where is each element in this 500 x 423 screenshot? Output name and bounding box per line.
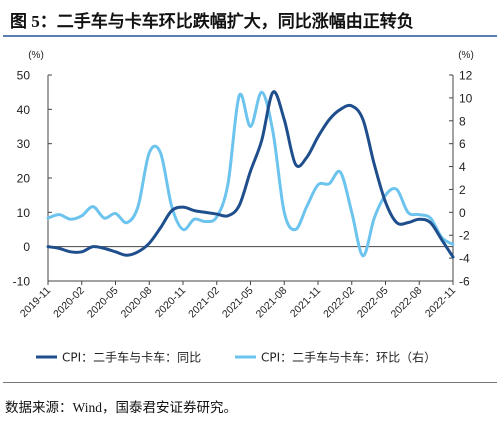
title-rule xyxy=(3,35,497,37)
left-tick-label: 30 xyxy=(17,137,31,151)
x-tick-label: 2020-08 xyxy=(119,285,155,321)
left-axis-unit: (%) xyxy=(28,50,44,61)
x-tick-label: 2021-02 xyxy=(186,285,222,321)
x-tick-label: 2019-11 xyxy=(18,285,53,320)
left-tick-label: -10 xyxy=(13,275,31,289)
left-tick-label: 10 xyxy=(17,206,31,220)
x-tick-label: 2022-08 xyxy=(389,285,425,321)
right-tick-label: 4 xyxy=(459,160,466,174)
right-tick-label: 10 xyxy=(459,91,473,105)
series-line-yoy xyxy=(46,90,455,259)
right-tick-label: -4 xyxy=(459,252,470,266)
left-tick-label: 20 xyxy=(17,172,31,186)
right-tick-label: -2 xyxy=(459,229,470,243)
x-tick-label: 2022-02 xyxy=(321,285,357,321)
figure-title: 图 5：二手车与卡车环比跌幅扩大，同比涨幅由正转负 xyxy=(10,12,414,31)
left-tick-label: 50 xyxy=(17,69,31,83)
legend-label: CPI：二手车与卡车：同比 xyxy=(62,350,201,365)
x-tick-label: 2022-11 xyxy=(423,285,458,320)
x-tick-label: 2022-05 xyxy=(355,285,391,321)
x-tick-label: 2020-02 xyxy=(51,285,87,321)
x-tick-label: 2021-11 xyxy=(288,285,323,320)
left-tick-label: 0 xyxy=(23,240,30,254)
left-tick-label: 40 xyxy=(17,103,31,117)
right-tick-label: 6 xyxy=(459,137,466,151)
right-tick-label: 2 xyxy=(459,183,466,197)
legend-label: CPI：二手车与卡车：环比（右） xyxy=(261,350,436,365)
dual-axis-line-chart: (%) (%) -10 0 10 20 30 40 50 -6 -4 -2 0 2 4 6 8 10 12 2019-… xyxy=(13,50,474,365)
source-note: 数据来源：Wind，国泰君安证券研究。 xyxy=(5,400,237,415)
x-tick-label: 2020-11 xyxy=(153,285,188,320)
bottom-rule xyxy=(3,382,497,383)
right-tick-label: 0 xyxy=(459,206,466,220)
x-tick-label: 2021-05 xyxy=(220,285,256,321)
right-tick-label: 8 xyxy=(459,114,466,128)
series-line-mom xyxy=(46,90,455,258)
right-tick-label: 12 xyxy=(459,69,473,83)
x-tick-label: 2021-08 xyxy=(254,285,290,321)
right-axis-unit: (%) xyxy=(458,50,474,61)
x-tick-label: 2020-05 xyxy=(85,285,121,321)
right-tick-label: -6 xyxy=(459,275,470,289)
